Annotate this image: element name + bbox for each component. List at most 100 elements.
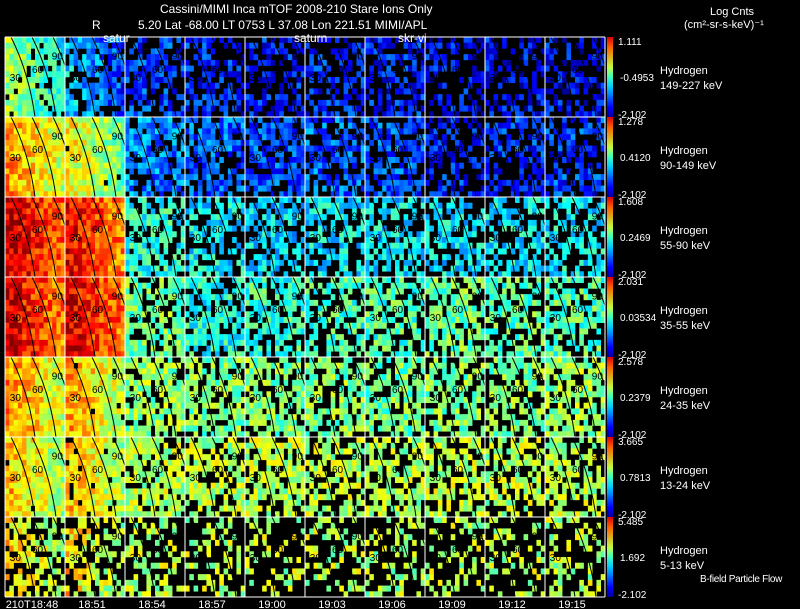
heatmap-cell [377,225,383,232]
contour-label: 90 [232,51,244,62]
heatmap-cell [416,242,422,249]
heatmap-cell [197,48,203,55]
heatmap-cell [257,59,263,66]
heatmap-cell [347,282,353,289]
heatmap-cell [193,254,199,261]
heatmap-cell [210,231,216,238]
heatmap-cell [382,254,387,261]
heatmap-cell [13,317,19,324]
heatmap-cell [47,208,53,215]
heatmap-cell [146,334,152,341]
heatmap-cell [5,197,10,204]
heatmap-cell [26,197,32,204]
heatmap-cell [275,111,280,118]
heatmap-cell [360,214,366,221]
heatmap-cell [103,265,109,272]
heatmap-cell [463,54,469,61]
heatmap-cell [167,277,173,284]
heatmap-cell [283,122,289,129]
heatmap-cell [215,282,220,289]
heatmap-cell [150,168,156,175]
heatmap-cell [403,168,409,175]
heatmap-cell [202,311,207,318]
heatmap-cell [360,128,366,135]
heatmap-cell [99,345,104,352]
heatmap-cell [420,151,426,158]
heatmap-cell [227,339,233,346]
heatmap-cell [206,299,212,306]
heatmap-cell [22,311,27,318]
heatmap-cell [82,174,87,181]
contour-line [550,196,576,278]
heatmap-cell [497,139,503,146]
heatmap-cell [489,128,494,135]
heatmap-cell [592,151,597,158]
heatmap-cell [497,185,503,192]
heatmap-cell [219,294,224,301]
heatmap-cell [99,117,104,124]
heatmap-cell [253,151,259,158]
heatmap-cell [60,254,66,261]
heatmap-cell [416,82,422,89]
heatmap-cell [240,117,246,124]
heatmap-cell [506,259,512,266]
heatmap-cell [472,77,477,84]
heatmap-cell [429,162,434,169]
heatmap-cell [227,294,233,301]
heatmap-cell [463,271,469,278]
heatmap-cell [65,42,70,49]
heatmap-cell [347,202,353,209]
heatmap-cell [313,191,319,198]
heatmap-cell [287,317,293,324]
heatmap-cell [485,54,490,61]
heatmap-cell [545,219,550,226]
heatmap-cell [519,242,524,249]
heatmap-cell [279,99,284,106]
heatmap-cell [35,231,40,238]
contour-line [430,116,456,198]
heatmap-cell [429,77,434,84]
heatmap-cell [26,59,32,66]
heatmap-cell [133,259,139,266]
heatmap-cell [39,214,44,221]
heatmap-cell [253,122,259,129]
heatmap-cell [129,157,134,164]
heatmap-cell [429,157,434,164]
heatmap-cell [95,265,100,272]
heatmap-cell [352,162,357,169]
heatmap-cell [47,117,53,124]
heatmap-cell [13,65,19,72]
heatmap-cell [510,139,516,146]
heatmap-cell [103,42,109,49]
heatmap-cell [437,37,443,44]
heatmap-cell [322,128,327,135]
heatmap-cell [296,208,302,215]
heatmap-cell [150,351,156,358]
heatmap-cell [125,208,130,215]
heatmap-cell [99,225,104,232]
heatmap-cell [30,122,36,129]
contour-line [70,276,96,358]
heatmap-cell [232,248,237,255]
heatmap-cell [309,117,314,124]
heatmap-cell [193,282,199,289]
heatmap-cell [56,259,62,266]
heatmap-cell [292,128,297,135]
heatmap-cell [313,351,319,358]
heatmap-cell [283,139,289,146]
contour-label: 90 [112,51,124,62]
heatmap-cell [125,242,130,249]
heatmap-cell [536,265,542,272]
heatmap-cell [365,282,370,289]
heatmap-cell [416,122,422,129]
heatmap-cell [52,77,57,84]
heatmap-cell [429,117,434,124]
heatmap-cell [13,305,19,312]
heatmap-cell [300,145,306,152]
heatmap-cell [107,179,113,186]
heatmap-cell [236,351,242,358]
heatmap-cell [142,202,147,209]
heatmap-cell [17,157,23,164]
heatmap-cell [159,328,164,335]
